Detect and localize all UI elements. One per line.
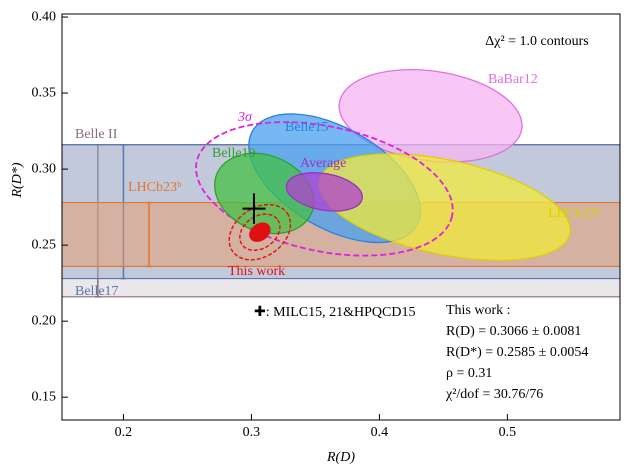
y-tick-label: 0.40 bbox=[32, 9, 57, 24]
band-label: Belle II bbox=[75, 127, 118, 142]
y-tick-label: 0.35 bbox=[32, 85, 57, 100]
this-work-contour bbox=[239, 213, 281, 251]
x-axis-label: R(D) bbox=[326, 450, 355, 465]
y-tick-label: 0.30 bbox=[32, 161, 57, 176]
band-label: Belle17 bbox=[75, 284, 119, 299]
contour bbox=[195, 121, 454, 257]
x-tick-label: 0.4 bbox=[371, 425, 389, 440]
x-tick-label: 0.3 bbox=[243, 425, 261, 440]
x-tick-label: 0.5 bbox=[499, 425, 517, 440]
result-line: R(D) = 0.3066 ± 0.0081 bbox=[446, 324, 581, 339]
y-tick-label: 0.20 bbox=[32, 313, 57, 328]
this-work-contour bbox=[228, 203, 292, 261]
annotation: Δχ² = 1.0 contours bbox=[485, 34, 589, 49]
result-line: ρ = 0.31 bbox=[446, 366, 492, 381]
result-line: R(D*) = 0.2585 ± 0.0054 bbox=[446, 345, 588, 360]
contour-label: Average bbox=[300, 156, 346, 171]
contour bbox=[285, 172, 363, 212]
band-label: LHCb23ᵇ bbox=[128, 180, 182, 195]
contour-label: Belle15 bbox=[285, 120, 329, 135]
plot-frame bbox=[61, 13, 621, 421]
result-line: χ²/dof = 30.76/76 bbox=[445, 387, 543, 402]
y-tick-label: 0.15 bbox=[32, 389, 57, 404]
x-tick-label: 0.2 bbox=[115, 425, 133, 440]
result-line: This work : bbox=[446, 303, 511, 318]
y-tick-label: 0.25 bbox=[32, 237, 57, 252]
this-work-label: This work bbox=[228, 264, 285, 279]
contour bbox=[214, 152, 315, 235]
contour-label: Belle19 bbox=[212, 146, 256, 161]
this-work-contour bbox=[249, 222, 271, 242]
contour-label: LHCb23ᵃ bbox=[548, 206, 601, 221]
y-axis-label: R(D*) bbox=[10, 162, 25, 198]
contour-label: BaBar12 bbox=[488, 72, 538, 87]
contour-label: 3σ bbox=[237, 110, 253, 125]
point-legend: ✚: MILC15, 21&HPQCD15 bbox=[254, 305, 415, 320]
